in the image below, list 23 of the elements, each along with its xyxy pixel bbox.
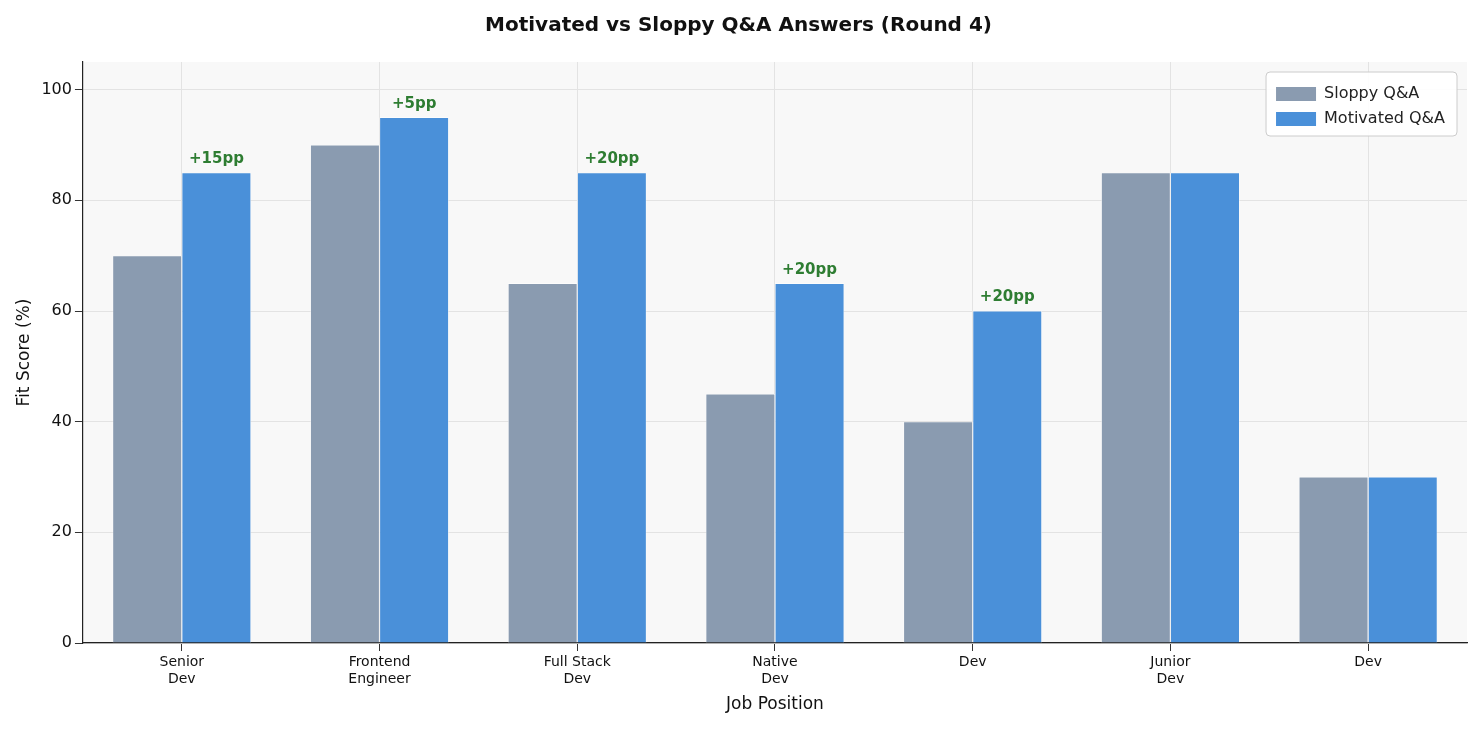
x-tick-label: Dev: [1354, 653, 1382, 670]
annotation: +20pp: [782, 259, 838, 278]
x-tick-label: Junior Dev: [1149, 653, 1191, 686]
legend-label: Sloppy Q&A: [1324, 83, 1420, 103]
annotation: +20pp: [584, 149, 640, 168]
legend-label: Motivated Q&A: [1324, 108, 1446, 128]
annotation: +20pp: [979, 287, 1036, 306]
x-tick-label: Full Stack Dev: [543, 653, 612, 686]
y-tick-label: 0: [61, 632, 72, 652]
y-axis-title: Fit Score (%): [12, 298, 33, 407]
y-tick-label: 40: [51, 410, 72, 430]
x-tick-label: Senior Dev: [159, 653, 205, 686]
y-tick-label: 100: [41, 78, 72, 98]
y-tick-label: 60: [51, 300, 72, 320]
x-axis-title: Job Position: [725, 693, 824, 714]
x-tick-label: Frontend Engineer: [348, 653, 411, 686]
annotation: +5pp: [391, 93, 437, 112]
y-tick-label: 20: [51, 521, 72, 541]
y-tick-label: 80: [51, 189, 72, 209]
x-tick-label: Native Dev: [752, 653, 798, 686]
chart-title: Motivated vs Sloppy Q&A Answers (Round 4): [485, 12, 992, 37]
x-tick-label: Dev: [958, 653, 987, 670]
annotation: +15pp: [188, 149, 245, 168]
